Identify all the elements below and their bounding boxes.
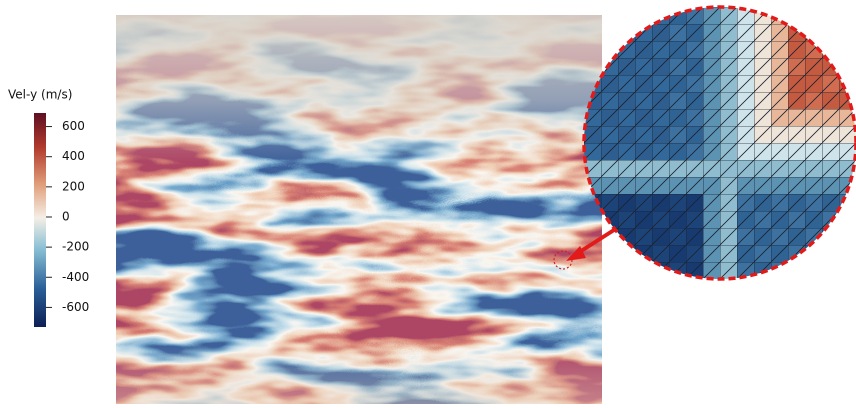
inset-cell [788,279,805,296]
inset-cell [720,279,737,296]
colorbar [34,113,46,327]
colorbar-tick-label: -400 [62,270,89,284]
inset-cell [737,279,754,296]
inset-cell [822,279,839,296]
colorbar-tick-label: 0 [62,209,70,223]
inset-cell [839,228,856,245]
inset-cell [754,279,771,296]
inset-cell [839,279,856,296]
inset-cell [618,279,635,296]
inset-cell [635,279,652,296]
inset-cell [618,7,635,24]
inset-cell [703,279,720,296]
inset-cell [805,7,822,24]
inset-cell [822,262,839,279]
inset-cell [839,58,856,75]
inset-cell [839,262,856,279]
inset-cell [788,262,805,279]
colorbar-tick-label: 400 [62,149,85,163]
figure: Vel-y (m/s) 600 400 200 0 -200 -400 -600 [0,0,856,404]
inset-cell [635,7,652,24]
inset-cell [839,211,856,228]
inset-cell [822,245,839,262]
field-image [116,15,602,404]
zoom-inset [584,7,856,296]
colorbar-tick-label: -600 [62,300,89,314]
inset-cell [669,279,686,296]
inset-cell [601,24,618,41]
colorbar-tick-label: 600 [62,119,85,133]
inset-cell [788,7,805,24]
inset-cell [618,262,635,279]
inset-cell [805,245,822,262]
inset-cell [601,245,618,262]
inset-cell [652,279,669,296]
inset-cell [635,262,652,279]
inset-mesh [584,7,856,296]
inset-cell [771,279,788,296]
inset-cell [805,279,822,296]
inset-cell [805,24,822,41]
inset-cell [839,245,856,262]
inset-cell [839,7,856,24]
inset-cell [601,7,618,24]
inset-cell [822,24,839,41]
inset-cell [839,24,856,41]
inset-cell [601,279,618,296]
inset-cell [805,262,822,279]
inset-cell [601,262,618,279]
colorbar-label: Vel-y (m/s) [8,88,72,102]
colorbar-tick-label: 200 [62,179,85,193]
colorbar-tick-label: -200 [62,240,89,254]
inset-cell [686,279,703,296]
inset-cell [822,7,839,24]
inset-cell [839,41,856,58]
